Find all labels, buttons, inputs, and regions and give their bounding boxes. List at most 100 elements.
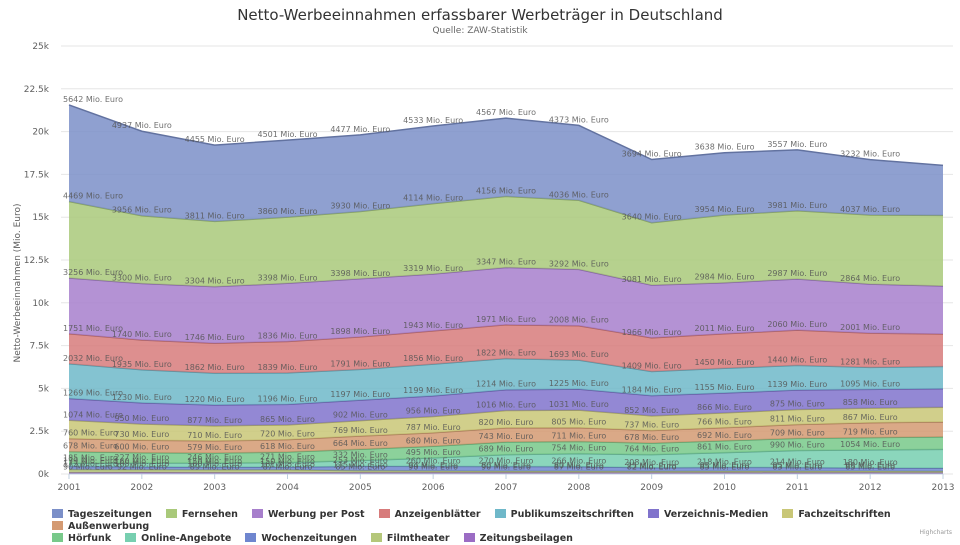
data-label: 2984 Mio. Euro xyxy=(695,273,755,282)
data-label: 1155 Mio. Euro xyxy=(695,383,755,392)
data-label: 1693 Mio. Euro xyxy=(549,350,609,359)
data-label: 1740 Mio. Euro xyxy=(112,330,172,339)
data-label: 3232 Mio. Euro xyxy=(840,150,900,159)
data-label: 1220 Mio. Euro xyxy=(185,395,245,404)
data-label: 769 Mio. Euro xyxy=(333,426,388,435)
x-tick-label: 2011 xyxy=(786,483,809,493)
data-label: 1862 Mio. Euro xyxy=(185,363,245,372)
data-label: 214 Mio. Euro xyxy=(770,457,825,466)
y-tick-label: 20k xyxy=(32,128,49,138)
data-label: 1196 Mio. Euro xyxy=(258,394,318,403)
data-label: 1450 Mio. Euro xyxy=(695,358,755,367)
data-label: 1836 Mio. Euro xyxy=(258,331,318,340)
y-tick-label: 17.5k xyxy=(24,170,50,180)
data-label: 270 Mio. Euro xyxy=(479,456,534,465)
x-tick-label: 2012 xyxy=(859,483,882,493)
x-tick-label: 2002 xyxy=(130,483,153,493)
legend-item-anzeigenbl-tter[interactable]: Anzeigenblätter xyxy=(379,509,481,521)
legend-item-wochenzeitungen[interactable]: Wochenzeitungen xyxy=(245,533,357,545)
data-label: 1016 Mio. Euro xyxy=(476,401,536,410)
data-label: 2011 Mio. Euro xyxy=(695,324,755,333)
data-label: 720 Mio. Euro xyxy=(260,430,315,439)
data-label: 1281 Mio. Euro xyxy=(840,357,900,366)
y-tick-label: 12.5k xyxy=(24,256,50,266)
data-label: 1054 Mio. Euro xyxy=(840,440,900,449)
data-label: 1199 Mio. Euro xyxy=(403,386,463,395)
legend-item-au-enwerbung[interactable]: Außenwerbung xyxy=(52,521,149,533)
legend-label: Hörfunk xyxy=(68,533,111,544)
legend-swatch xyxy=(166,509,177,518)
data-label: 271 Mio. Euro xyxy=(260,453,315,462)
data-label: 4455 Mio. Euro xyxy=(185,135,245,144)
legend-item-fachzeitschriften[interactable]: Fachzeitschriften xyxy=(782,509,890,521)
data-label: 858 Mio. Euro xyxy=(843,398,898,407)
legend-item-zeitungsbeilagen[interactable]: Zeitungsbeilagen xyxy=(464,533,573,545)
data-label: 811 Mio. Euro xyxy=(770,414,825,423)
legend-label: Tageszeitungen xyxy=(68,509,152,520)
y-tick-label: 0k xyxy=(38,470,50,480)
data-label: 1225 Mio. Euro xyxy=(549,379,609,388)
legend-swatch xyxy=(252,509,263,518)
y-tick-label: 15k xyxy=(32,213,49,223)
data-label: 1839 Mio. Euro xyxy=(258,363,318,372)
legend-item-filmtheater[interactable]: Filmtheater xyxy=(371,533,450,545)
legend-item-fernsehen[interactable]: Fernsehen xyxy=(166,509,238,521)
data-label: 1230 Mio. Euro xyxy=(112,393,172,402)
legend-swatch xyxy=(52,509,63,518)
legend-label: Publikumszeitschriften xyxy=(511,509,634,520)
legend-label: Verzeichnis-Medien xyxy=(664,509,768,520)
x-tick-label: 2001 xyxy=(58,483,81,493)
legend-label: Fernsehen xyxy=(182,509,238,520)
data-label: 4567 Mio. Euro xyxy=(476,108,536,117)
y-tick-label: 10k xyxy=(32,299,49,309)
x-tick-label: 2005 xyxy=(349,483,372,493)
legend-item-online-angebote[interactable]: Online-Angebote xyxy=(125,533,231,545)
legend-label: Filmtheater xyxy=(387,533,450,544)
data-label: 3557 Mio. Euro xyxy=(767,140,827,149)
data-label: 1746 Mio. Euro xyxy=(185,333,245,342)
legend-item-h-rfunk[interactable]: Hörfunk xyxy=(52,533,111,545)
y-tick-label: 25k xyxy=(32,42,49,52)
data-label: 618 Mio. Euro xyxy=(260,442,315,451)
x-tick-label: 2008 xyxy=(567,483,590,493)
data-label: 664 Mio. Euro xyxy=(333,439,388,448)
data-label: 865 Mio. Euro xyxy=(260,415,315,424)
data-label: 852 Mio. Euro xyxy=(624,406,679,415)
data-label: 1197 Mio. Euro xyxy=(330,390,390,399)
data-label: 861 Mio. Euro xyxy=(697,443,752,452)
data-label: 766 Mio. Euro xyxy=(697,418,752,427)
legend-item-verzeichnis-medien[interactable]: Verzeichnis-Medien xyxy=(648,509,768,521)
y-tick-label: 7.5k xyxy=(29,342,49,352)
credits[interactable]: Highcharts xyxy=(919,529,952,536)
data-label: 4937 Mio. Euro xyxy=(112,121,172,130)
legend-label: Außenwerbung xyxy=(68,521,149,532)
data-label: 3081 Mio. Euro xyxy=(622,275,682,284)
x-tick-label: 2006 xyxy=(422,483,445,493)
data-label: 787 Mio. Euro xyxy=(406,423,461,432)
y-axis-label: Netto-Werbeeinnahmen (Mio. Euro) xyxy=(13,203,23,362)
data-label: 737 Mio. Euro xyxy=(624,420,679,429)
legend-item-werbung-per-post[interactable]: Werbung per Post xyxy=(252,509,365,521)
legend-label: Online-Angebote xyxy=(141,533,231,544)
x-tick-label: 2004 xyxy=(276,483,299,493)
data-label: 4477 Mio. Euro xyxy=(330,125,390,134)
data-label: 266 Mio. Euro xyxy=(551,457,606,466)
data-label: 180 Mio. Euro xyxy=(843,458,898,467)
data-label: 866 Mio. Euro xyxy=(697,403,752,412)
legend-label: Anzeigenblätter xyxy=(395,509,481,520)
legend-item-publikumszeitschriften[interactable]: Publikumszeitschriften xyxy=(495,509,634,521)
data-label: 2008 Mio. Euro xyxy=(549,316,609,325)
data-label: 332 Mio. Euro xyxy=(333,451,388,460)
legend-item-tageszeitungen[interactable]: Tageszeitungen xyxy=(52,509,152,521)
data-label: 4373 Mio. Euro xyxy=(549,115,609,124)
data-label: 1791 Mio. Euro xyxy=(330,359,390,368)
data-label: 678 Mio. Euro xyxy=(624,433,679,442)
data-label: 4114 Mio. Euro xyxy=(403,194,463,203)
data-label: 692 Mio. Euro xyxy=(697,431,752,440)
legend-swatch xyxy=(379,509,390,518)
data-label: 950 Mio. Euro xyxy=(114,414,169,423)
data-label: 877 Mio. Euro xyxy=(187,416,242,425)
y-tick-label: 5k xyxy=(38,384,50,394)
x-tick-label: 2013 xyxy=(932,483,955,493)
